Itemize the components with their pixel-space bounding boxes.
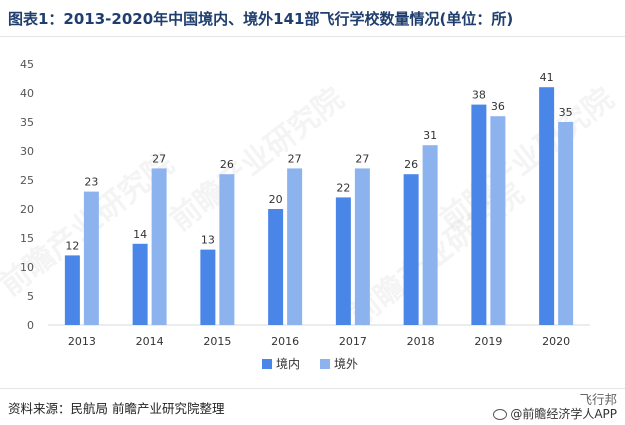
bar-foreign-2015 — [219, 174, 235, 325]
x-tick-label-2018: 2018 — [407, 335, 435, 348]
y-tick-label: 40 — [20, 87, 34, 100]
bar-foreign-2020 — [558, 122, 574, 325]
y-tick-label: 10 — [20, 261, 34, 274]
brand: 飞行邦 @前瞻经济学人APP — [493, 392, 617, 422]
brand-top-text: 飞行邦 — [579, 392, 617, 407]
y-tick-label: 15 — [20, 232, 34, 245]
x-tick-label-2020: 2020 — [542, 335, 570, 348]
x-tick-label-2015: 2015 — [203, 335, 231, 348]
brand-bottom: @前瞻经济学人APP — [493, 407, 617, 422]
source-divider — [0, 388, 625, 389]
bar-domestic-2014 — [132, 243, 148, 325]
title-divider — [0, 36, 625, 37]
bar-foreign-2018 — [422, 145, 438, 325]
legend-swatch-foreign — [320, 358, 331, 369]
bar-domestic-2013 — [64, 255, 80, 325]
legend: 境内 境外 — [262, 355, 358, 372]
y-tick-label: 30 — [20, 145, 34, 158]
legend-label-foreign: 境外 — [334, 357, 359, 371]
y-tick-label: 20 — [20, 203, 34, 216]
data-label-foreign-2015: 26 — [220, 158, 234, 171]
bar-foreign-2014 — [151, 168, 167, 325]
data-label-foreign-2017: 27 — [355, 152, 369, 165]
data-label-domestic-2014: 14 — [133, 228, 147, 241]
data-label-foreign-2020: 35 — [559, 106, 573, 119]
bar-foreign-2019 — [490, 116, 506, 325]
bar-domestic-2015 — [200, 249, 216, 325]
x-tick-label-2017: 2017 — [339, 335, 367, 348]
source-note: 资料来源：民航局 前瞻产业研究院整理 — [8, 401, 225, 416]
data-label-foreign-2019: 36 — [491, 100, 505, 113]
data-label-domestic-2017: 22 — [336, 181, 350, 194]
legend-item-domestic: 境内 — [262, 355, 300, 372]
data-label-domestic-2019: 38 — [472, 89, 486, 102]
data-label-domestic-2020: 41 — [540, 71, 554, 84]
x-tick-label-2019: 2019 — [474, 335, 502, 348]
x-tick-label-2013: 2013 — [68, 335, 96, 348]
bar-domestic-2017 — [335, 197, 351, 325]
data-label-domestic-2013: 12 — [65, 239, 79, 252]
wechat-icon — [493, 409, 508, 420]
legend-item-foreign: 境外 — [320, 355, 358, 372]
legend-swatch-domestic — [262, 358, 272, 369]
y-tick-label: 45 — [20, 58, 34, 71]
y-tick-label: 35 — [20, 116, 34, 129]
data-label-domestic-2015: 13 — [201, 234, 215, 247]
x-tick-label-2014: 2014 — [136, 335, 164, 348]
data-label-domestic-2016: 20 — [269, 193, 283, 206]
data-label-domestic-2018: 26 — [404, 158, 418, 171]
brand-bottom-text: @前瞻经济学人APP — [510, 407, 617, 421]
bar-chart: 0 5 10 15 20 25 30 35 40 45 12 23 2013 14 27 2014 13 26 20… — [20, 58, 590, 348]
data-label-foreign-2018: 31 — [423, 129, 437, 142]
bar-foreign-2017 — [354, 168, 370, 325]
bar-domestic-2020 — [539, 87, 555, 325]
data-label-foreign-2013: 23 — [84, 176, 98, 189]
bar-domestic-2016 — [268, 209, 284, 325]
bar-foreign-2013 — [83, 191, 99, 325]
bar-foreign-2016 — [287, 168, 303, 325]
legend-label-domestic: 境内 — [276, 357, 301, 371]
chart-title: 图表1：2013-2020年中国境内、境外141部飞行学校数量情况(单位：所) — [8, 10, 514, 28]
x-tick-label-2016: 2016 — [271, 335, 299, 348]
bar-domestic-2018 — [403, 174, 419, 325]
y-tick-label: 5 — [27, 290, 34, 303]
y-tick-label: 0 — [27, 319, 34, 332]
bar-domestic-2019 — [471, 104, 487, 325]
data-label-foreign-2016: 27 — [288, 152, 302, 165]
y-tick-label: 25 — [20, 174, 34, 187]
data-label-foreign-2014: 27 — [152, 152, 166, 165]
